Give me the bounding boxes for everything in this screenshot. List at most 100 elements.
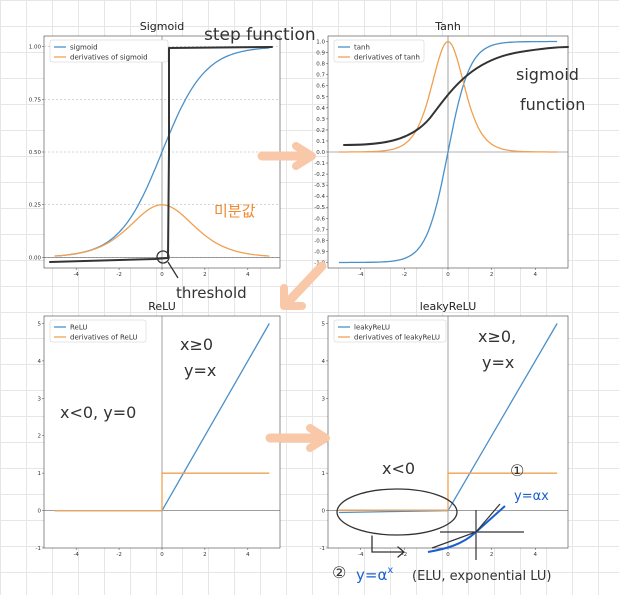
- leaky-negative-label: x<0: [382, 459, 415, 478]
- y-tick-label-tanh-6: -0.4: [314, 194, 325, 200]
- x-tick-label-relu-4: 4: [246, 552, 250, 558]
- arrow-sigmoid-to-tanh: [257, 142, 316, 170]
- y-tick-label-leakyrelu-0: -1: [320, 546, 325, 552]
- y-tick-label-tanh-10: 0.0: [316, 150, 325, 156]
- title-relu: ReLU: [148, 300, 176, 313]
- y-tick-label-relu-5: 4: [38, 359, 42, 365]
- step-function-label: step function: [204, 25, 316, 45]
- x-tick-label-tanh-4: 4: [534, 272, 538, 278]
- y-tick-label-relu-6: 5: [38, 321, 42, 327]
- x-tick-label-sigmoid-4: 4: [246, 272, 250, 278]
- x-tick-label-leakyrelu-3: 2: [490, 552, 494, 558]
- legend-sigmoid: sigmoid derivatives of sigmoid: [49, 39, 169, 63]
- series-line-tanh-0: [338, 40, 558, 264]
- threshold-pointer: [167, 261, 179, 279]
- series-line-relu-1: [54, 472, 270, 512]
- y-tick-label-tanh-9: -0.1: [314, 161, 325, 167]
- y-tick-label-relu-0: -1: [36, 546, 41, 552]
- legend-label-sigmoid-0: sigmoid: [70, 44, 98, 52]
- x-tick-label-tanh-2: 0: [446, 272, 450, 278]
- x-tick-label-sigmoid-0: -4: [73, 272, 79, 278]
- legend-box-sigmoid: [49, 39, 169, 63]
- threshold-label: threshold: [176, 284, 247, 302]
- leaky-positive-line2: y=x: [482, 353, 514, 372]
- y-tick-label-relu-2: 1: [38, 471, 42, 477]
- legend-label-leakyrelu-1: derivatives of leakyReLU: [354, 334, 440, 342]
- sigmoid-function-label-2: function: [520, 95, 585, 114]
- circle-two-label: ②: [332, 563, 346, 582]
- y-tick-label-sigmoid-2: 0.50: [29, 150, 42, 156]
- legend-label-relu-1: derivatives of ReLU: [70, 334, 138, 342]
- threshold-circle: [156, 250, 170, 264]
- sigmoid-overlay-drawing: [343, 46, 569, 146]
- inset-leaky-curve: [431, 503, 501, 549]
- legend-box-leakyrelu: [333, 319, 447, 343]
- y-tick-label-leakyrelu-4: 3: [322, 396, 326, 402]
- y-tick-label-tanh-13: 0.3: [316, 117, 325, 123]
- step-function-drawing: [49, 46, 273, 263]
- legend-leakyrelu: leakyReLU derivatives of leakyReLU: [333, 319, 447, 343]
- legend-box-relu: [49, 319, 147, 343]
- x-tick-label-leakyrelu-0: -4: [358, 552, 364, 558]
- y-tick-label-tanh-15: 0.5: [316, 95, 325, 101]
- x-tick-label-tanh-0: -4: [358, 272, 364, 278]
- y-tick-label-tanh-7: -0.3: [314, 183, 325, 189]
- sigmoid-function-label-1: sigmoid: [516, 65, 579, 84]
- legend-tanh: tanh derivatives of tanh: [333, 39, 425, 63]
- korean-derivative-label: 미분값: [214, 202, 256, 220]
- y-tick-label-tanh-19: 0.9: [316, 51, 325, 57]
- y-tick-label-leakyrelu-2: 1: [322, 471, 326, 477]
- y-tick-label-sigmoid-4: 1.00: [29, 45, 42, 51]
- x-tick-label-relu-0: -4: [73, 552, 79, 558]
- y-tick-label-leakyrelu-6: 5: [322, 321, 326, 327]
- y-tick-label-tanh-3: -0.7: [314, 227, 325, 233]
- y-tick-label-sigmoid-3: 0.75: [29, 97, 42, 103]
- y-tick-label-tanh-14: 0.4: [316, 106, 325, 112]
- legend-label-relu-0: ReLU: [70, 324, 88, 332]
- title-leakyrelu: leakyReLU: [420, 300, 477, 313]
- ellipse-pointer-arrow: [371, 535, 406, 558]
- y-tick-label-tanh-11: 0.1: [316, 139, 325, 145]
- arrow-relu-to-leakyrelu: [265, 424, 330, 452]
- y-tick-label-tanh-16: 0.6: [316, 84, 325, 90]
- chart-sigmoid: -4 -2 0 2 4 0.00 0.25 0.50 0.75 1.00 sigmoid deriva…: [29, 36, 280, 278]
- y-tick-label-sigmoid-1: 0.25: [29, 203, 42, 209]
- legend-label-sigmoid-1: derivatives of sigmoid: [70, 54, 148, 62]
- x-tick-label-relu-1: -2: [116, 552, 121, 558]
- series-line-sigmoid-1: [54, 204, 270, 257]
- leaky-positive-line1: x≥0,: [478, 327, 516, 346]
- title-sigmoid: Sigmoid: [140, 20, 185, 33]
- y-tick-label-tanh-18: 0.8: [316, 62, 325, 68]
- negative-region-ellipse: [336, 488, 458, 536]
- inset-axes-sketch: [440, 510, 524, 560]
- x-tick-label-leakyrelu-2: 0: [446, 552, 450, 558]
- y-tick-label-tanh-4: -0.6: [314, 216, 325, 222]
- y-tick-label-relu-3: 2: [38, 434, 42, 440]
- y-tick-label-tanh-17: 0.7: [316, 73, 325, 79]
- series-line-leakyrelu-1: [338, 472, 558, 511]
- y-tick-label-tanh-8: -0.2: [314, 172, 325, 178]
- elu-note-label: (ELU, exponential LU): [412, 569, 551, 584]
- y-tick-label-sigmoid-0: 0.00: [29, 255, 42, 261]
- elu-formula-label: y=αx: [356, 565, 393, 584]
- legend-label-tanh-1: derivatives of tanh: [354, 54, 420, 62]
- circle-one-label: ①: [510, 461, 524, 480]
- y-tick-label-leakyrelu-1: 0: [322, 509, 326, 515]
- x-tick-label-tanh-3: 2: [490, 272, 494, 278]
- x-tick-label-tanh-1: -2: [402, 272, 407, 278]
- legend-box-tanh: [333, 39, 425, 63]
- series-line-tanh-1: [338, 40, 558, 153]
- title-tanh: Tanh: [434, 20, 461, 33]
- y-tick-label-relu-4: 3: [38, 396, 42, 402]
- y-tick-label-tanh-20: 1.0: [316, 40, 325, 46]
- legend-label-leakyrelu-0: leakyReLU: [354, 324, 390, 332]
- legend-relu: ReLU derivatives of ReLU: [49, 319, 147, 343]
- x-tick-label-sigmoid-2: 0: [160, 272, 164, 278]
- x-tick-label-sigmoid-1: -2: [116, 272, 121, 278]
- y-alpha-x-label: y=αx: [514, 489, 549, 504]
- x-tick-label-relu-3: 2: [203, 552, 207, 558]
- chart-relu: -4 -2 0 2 4 -1 0 1 2 3 4 5 ReLU derivatives of ReLU: [36, 316, 280, 558]
- legend-label-tanh-0: tanh: [354, 44, 370, 52]
